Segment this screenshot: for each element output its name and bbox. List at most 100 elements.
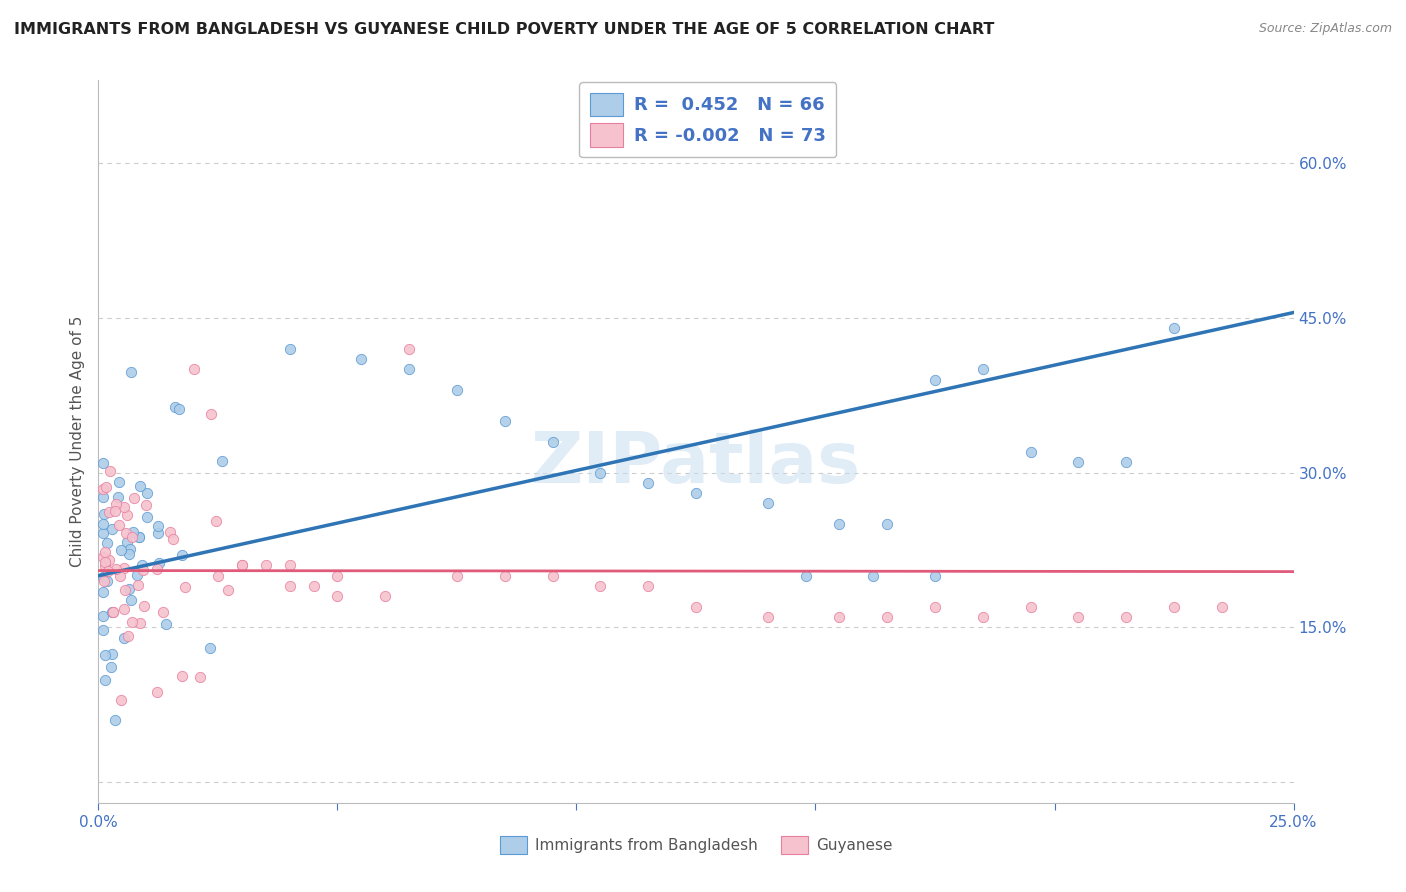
Point [93,673,115,687]
Point [302,579,325,593]
Point [104,562,127,576]
Point [100,464,122,478]
Point [100,522,122,536]
Point [231,558,253,573]
Point [127,578,149,592]
Point [207,568,229,582]
Point [96,536,118,550]
Point [100,647,122,661]
Point [972,362,994,376]
Point [108,569,131,583]
Point [494,568,516,582]
Point [254,558,277,573]
Point [326,590,349,604]
Point [131,558,153,572]
Point [350,351,373,366]
Point [862,568,884,582]
Point [132,599,155,614]
Point [159,525,181,540]
Point [118,541,141,556]
Point [112,602,135,616]
Point [148,556,170,570]
Y-axis label: Child Poverty Under the Age of 5: Child Poverty Under the Age of 5 [69,316,84,567]
Point [117,547,139,561]
Point [685,599,707,614]
Point [188,670,211,684]
Point [114,582,136,597]
Point [91,608,114,623]
Point [198,641,221,656]
Point [117,534,139,549]
Point [91,456,114,470]
Point [91,569,114,583]
Point [118,582,141,596]
Point [924,599,946,614]
Text: Source: ZipAtlas.com: Source: ZipAtlas.com [1258,22,1392,36]
Point [1115,610,1137,624]
Point [211,454,233,468]
Point [115,525,138,540]
Point [231,558,253,573]
Point [97,505,120,519]
Point [217,583,239,598]
Point [278,342,301,356]
Point [1211,599,1233,614]
Point [110,693,132,707]
Point [1163,321,1185,335]
Point [172,548,194,562]
Point [128,530,150,544]
Point [135,486,157,500]
Point [97,553,120,567]
Point [91,490,114,504]
Point [91,517,114,532]
Point [120,593,142,607]
Point [91,585,114,599]
Point [398,342,420,356]
Point [110,543,132,558]
Legend: Immigrants from Bangladesh, Guyanese: Immigrants from Bangladesh, Guyanese [494,830,898,860]
Point [152,605,174,619]
Point [107,518,129,533]
Point [94,544,117,558]
Point [117,629,139,643]
Point [128,479,150,493]
Point [172,668,194,682]
Point [122,525,145,540]
Point [94,648,117,663]
Point [541,434,564,449]
Text: ZIPatlas: ZIPatlas [531,429,860,498]
Point [146,561,169,575]
Text: IMMIGRANTS FROM BANGLADESH VS GUYANESE CHILD POVERTY UNDER THE AGE OF 5 CORRELAT: IMMIGRANTS FROM BANGLADESH VS GUYANESE C… [14,22,994,37]
Point [924,373,946,387]
Point [112,631,135,645]
Point [104,504,127,518]
Point [146,526,169,541]
Point [924,568,946,582]
Point [972,610,994,624]
Point [96,480,118,494]
Point [637,579,659,593]
Point [183,362,205,376]
Point [97,564,120,578]
Point [94,554,117,568]
Point [100,659,122,673]
Point [128,615,150,630]
Point [374,590,396,604]
Point [108,475,131,490]
Point [589,466,612,480]
Point [91,623,114,637]
Point [104,497,127,511]
Point [127,567,149,582]
Point [174,580,197,594]
Point [121,615,143,629]
Point [115,508,138,522]
Point [135,498,157,512]
Point [278,558,301,573]
Point [91,550,114,565]
Point [121,530,143,544]
Point [94,558,117,573]
Point [122,491,145,505]
Point [876,517,898,532]
Point [136,509,159,524]
Point [93,574,115,589]
